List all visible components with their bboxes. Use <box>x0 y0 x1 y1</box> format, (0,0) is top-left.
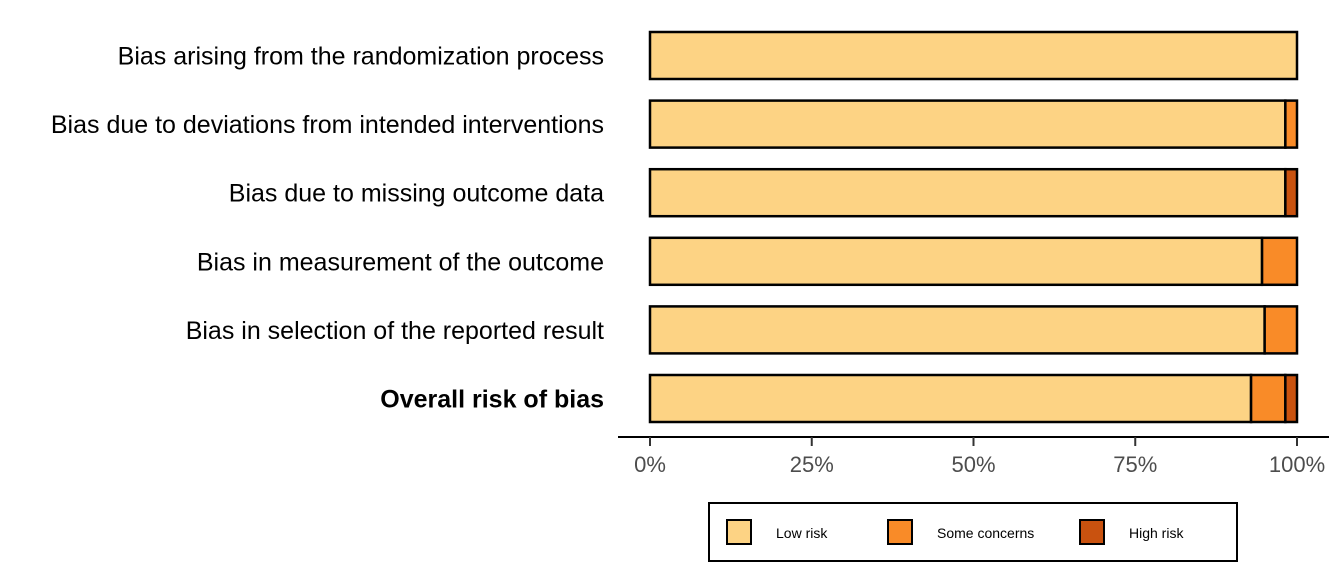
bar-segment-high-risk <box>1284 167 1299 218</box>
bar-segment-low-risk <box>648 236 1264 287</box>
legend: Low risk Some concerns High risk <box>708 502 1238 562</box>
x-tick-label: 25% <box>790 452 834 477</box>
x-tick-label: 0% <box>634 452 666 477</box>
legend-label: Low risk <box>776 525 828 541</box>
bar-segment-low-risk <box>648 305 1266 355</box>
legend-label: High risk <box>1129 525 1184 541</box>
legend-swatch <box>1079 519 1105 545</box>
bar-segment-high-risk <box>1284 373 1299 424</box>
bar-segment-some-concerns <box>1260 236 1299 287</box>
stacked-bars <box>648 30 1299 424</box>
x-axis-ticks: 0% 25% 50% 75% 100% <box>634 437 1325 477</box>
x-tick-label: 100% <box>1269 452 1325 477</box>
category-label: Bias in selection of the reported result <box>186 317 604 345</box>
legend-swatch <box>726 519 752 545</box>
legend-frame <box>708 502 1238 562</box>
bar-segment-low-risk <box>648 99 1287 149</box>
x-tick-label: 50% <box>951 452 995 477</box>
bar-segment-low-risk <box>648 167 1287 218</box>
category-label: Bias arising from the randomization proc… <box>118 43 604 71</box>
bar-segment-some-concerns <box>1284 99 1299 149</box>
category-labels: Bias arising from the randomization proc… <box>51 43 604 414</box>
bar-segment-low-risk <box>648 373 1253 424</box>
category-label: Bias in measurement of the outcome <box>197 248 604 276</box>
legend-items: Low risk Some concerns High risk <box>726 519 1184 545</box>
bar-segment-low-risk <box>648 30 1299 81</box>
category-label: Overall risk of bias <box>380 386 604 414</box>
x-axis: 0% 25% 50% 75% 100% <box>618 436 1329 477</box>
bar-segment-some-concerns <box>1249 373 1287 424</box>
category-label: Bias due to missing outcome data <box>229 180 604 208</box>
bar-segment-some-concerns <box>1263 305 1299 355</box>
legend-swatch <box>887 519 913 545</box>
x-tick-label: 75% <box>1113 452 1157 477</box>
legend-label: Some concerns <box>937 525 1034 541</box>
category-label: Bias due to deviations from intended int… <box>51 111 604 139</box>
